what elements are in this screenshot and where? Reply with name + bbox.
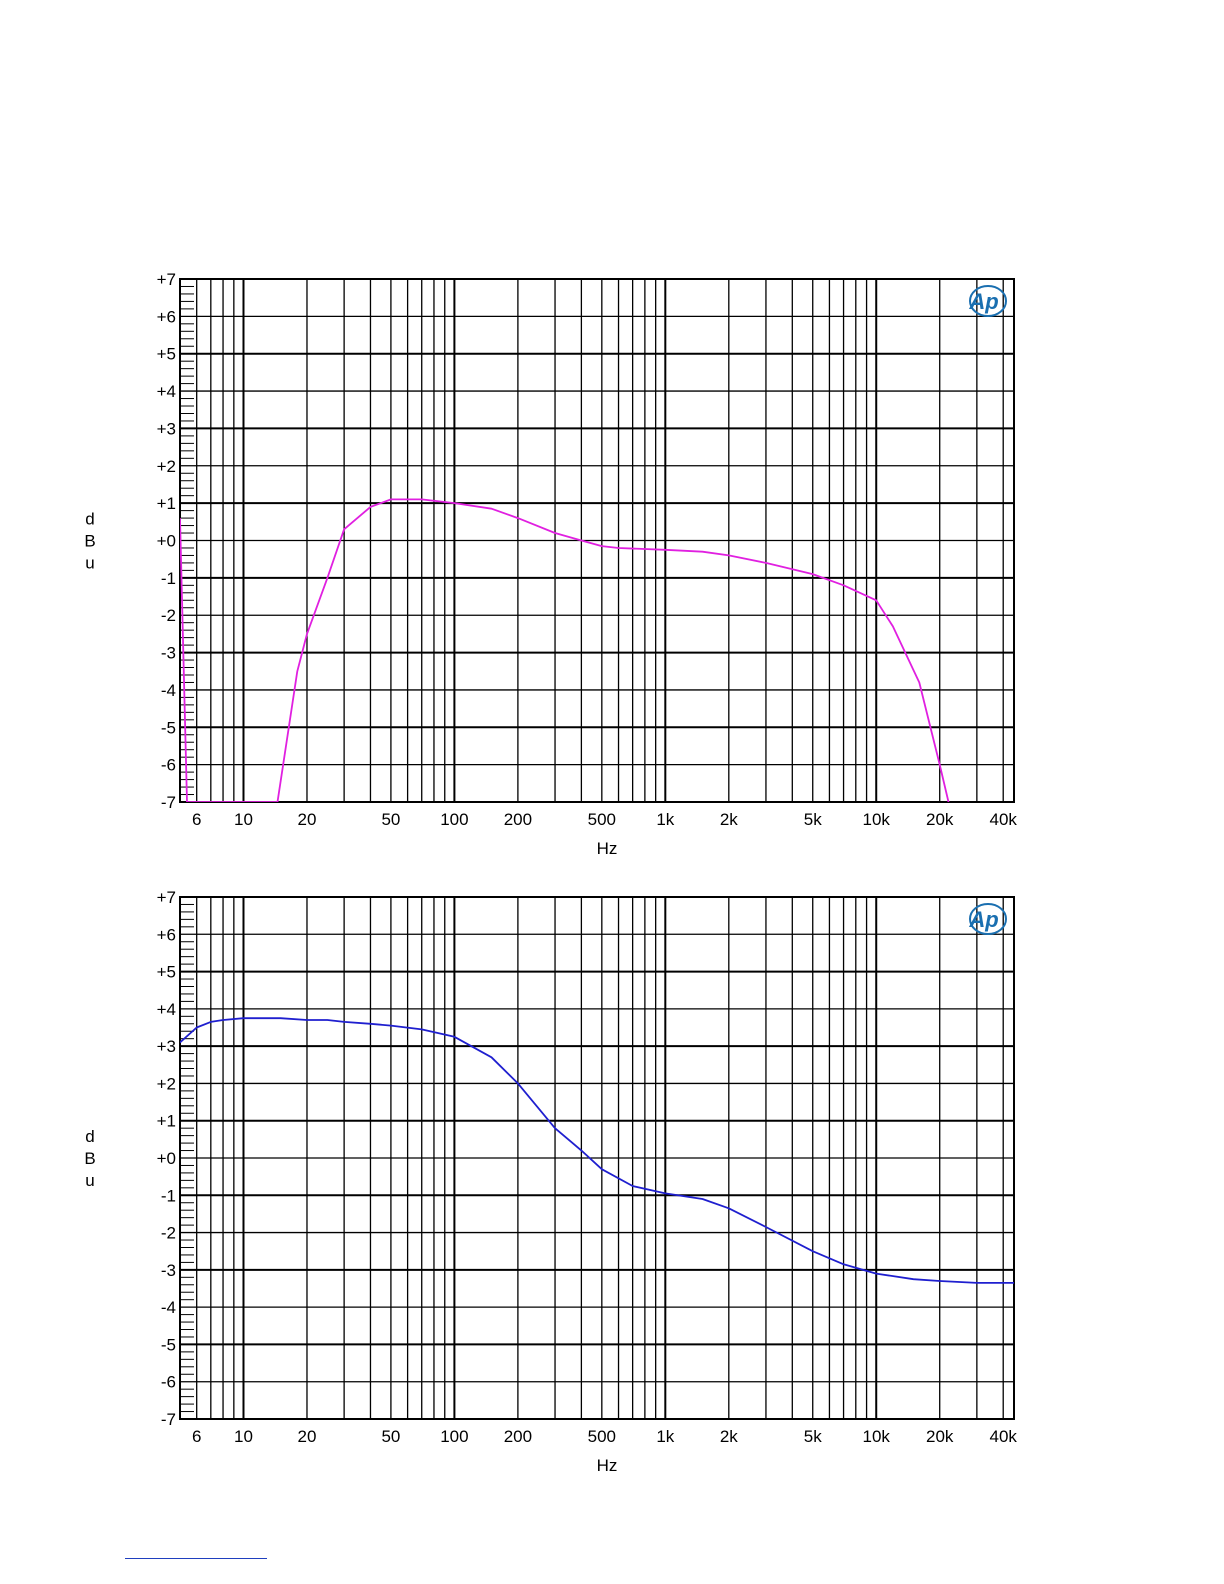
x-tick-label: 100 bbox=[440, 1427, 468, 1446]
y-axis-label-char: d bbox=[85, 510, 94, 529]
y-tick-labels: +7 +6 +5 +4 +3 +2 +1 +0 -1 -2 -3 -4 -5 -6 -7 bbox=[157, 270, 176, 812]
y-tick-label: +0 bbox=[157, 1149, 176, 1168]
x-axis-label: Hz bbox=[597, 839, 618, 858]
y-tick-label: -3 bbox=[161, 1261, 176, 1280]
y-grid bbox=[180, 278, 1014, 803]
x-tick-label: 6 bbox=[192, 1427, 201, 1446]
y-tick-label: -1 bbox=[161, 569, 176, 588]
y-tick-label: -2 bbox=[161, 606, 176, 625]
ap-logo-icon: Ap bbox=[968, 285, 1007, 317]
x-tick-label: 2k bbox=[720, 810, 738, 829]
x-tick-label: 20k bbox=[926, 810, 954, 829]
y-axis-label-char: B bbox=[84, 1149, 95, 1168]
x-tick-label: 6 bbox=[192, 810, 201, 829]
x-tick-label: 5k bbox=[804, 1427, 822, 1446]
y-tick-label: +4 bbox=[157, 1000, 176, 1019]
y-tick-label: -4 bbox=[161, 681, 176, 700]
x-tick-label: 500 bbox=[588, 810, 616, 829]
y-tick-label: -5 bbox=[161, 718, 176, 737]
y-tick-label: +2 bbox=[157, 457, 176, 476]
x-tick-label: 10 bbox=[234, 1427, 253, 1446]
y-tick-label: +5 bbox=[157, 963, 176, 982]
x-tick-label: 200 bbox=[504, 1427, 532, 1446]
series-line bbox=[180, 498, 950, 802]
y-tick-label: +5 bbox=[157, 345, 176, 364]
y-tick-label: -5 bbox=[161, 1335, 176, 1354]
y-minor-ticks bbox=[180, 903, 194, 1413]
y-tick-label: +7 bbox=[157, 270, 176, 289]
ap-logo-text: Ap bbox=[968, 907, 998, 932]
x-tick-label: 10k bbox=[863, 810, 891, 829]
x-tick-label: 50 bbox=[381, 810, 400, 829]
y-tick-label: -2 bbox=[161, 1224, 176, 1243]
ap-logo-text: Ap bbox=[968, 289, 998, 314]
x-tick-label: 20 bbox=[298, 810, 317, 829]
x-tick-label: 1k bbox=[656, 1427, 674, 1446]
y-axis-label-char: d bbox=[85, 1127, 94, 1146]
y-tick-label: +1 bbox=[157, 494, 176, 513]
x-tick-label: 5k bbox=[804, 810, 822, 829]
y-axis-label-char: u bbox=[85, 554, 94, 573]
y-tick-label: +0 bbox=[157, 532, 176, 551]
y-tick-label: +7 bbox=[157, 888, 176, 907]
ap-logo-ring bbox=[969, 285, 1007, 317]
x-tick-label: 40k bbox=[990, 1427, 1018, 1446]
footnote-rule bbox=[125, 1558, 267, 1559]
y-tick-label: -6 bbox=[161, 1373, 176, 1392]
y-tick-label: -3 bbox=[161, 644, 176, 663]
y-tick-label: +2 bbox=[157, 1074, 176, 1093]
chart-bottom: +7 +6 +5 +4 +3 +2 +1 +0 -1 -2 -3 -4 -5 -6 -7 6 10 20 50 100… bbox=[84, 888, 1017, 1475]
x-tick-label: 200 bbox=[504, 810, 532, 829]
y-grid bbox=[180, 896, 1014, 1420]
x-tick-label: 100 bbox=[440, 810, 468, 829]
x-tick-label: 20 bbox=[298, 1427, 317, 1446]
y-tick-label: +6 bbox=[157, 925, 176, 944]
y-tick-label: +4 bbox=[157, 382, 176, 401]
x-tick-label: 2k bbox=[720, 1427, 738, 1446]
y-tick-label: -7 bbox=[161, 793, 176, 812]
x-tick-label: 500 bbox=[588, 1427, 616, 1446]
x-tick-labels: 6 10 20 50 100 200 500 1k 2k 5k 10k 20k 40k bbox=[192, 1427, 1017, 1446]
x-tick-label: 40k bbox=[990, 810, 1018, 829]
series-line bbox=[180, 1017, 1014, 1284]
y-tick-labels: +7 +6 +5 +4 +3 +2 +1 +0 -1 -2 -3 -4 -5 -6 -7 bbox=[157, 888, 176, 1429]
y-axis-label-char: B bbox=[84, 532, 95, 551]
y-axis-label-char: u bbox=[85, 1171, 94, 1190]
y-tick-label: +1 bbox=[157, 1112, 176, 1131]
x-tick-label: 10 bbox=[234, 810, 253, 829]
y-tick-label: -1 bbox=[161, 1186, 176, 1205]
y-tick-label: +6 bbox=[157, 307, 176, 326]
y-tick-label: +3 bbox=[157, 1037, 176, 1056]
x-tick-labels: 6 10 20 50 100 200 500 1k 2k 5k 10k 20k 40k bbox=[192, 810, 1017, 829]
y-tick-label: -6 bbox=[161, 756, 176, 775]
chart-top: +7 +6 +5 +4 +3 +2 +1 +0 -1 -2 -3 -4 -5 -6 -7 6 10 20 50 100… bbox=[84, 270, 1017, 858]
x-tick-label: 20k bbox=[926, 1427, 954, 1446]
y-tick-label: -4 bbox=[161, 1298, 176, 1317]
ap-logo-ring bbox=[969, 903, 1007, 935]
x-tick-label: 10k bbox=[863, 1427, 891, 1446]
ap-logo-icon: Ap bbox=[968, 903, 1007, 935]
plot-frame bbox=[179, 896, 1015, 1420]
y-tick-label: +3 bbox=[157, 419, 176, 438]
x-tick-label: 50 bbox=[381, 1427, 400, 1446]
x-tick-label: 1k bbox=[656, 810, 674, 829]
x-axis-label: Hz bbox=[597, 1456, 618, 1475]
y-tick-label: -7 bbox=[161, 1410, 176, 1429]
